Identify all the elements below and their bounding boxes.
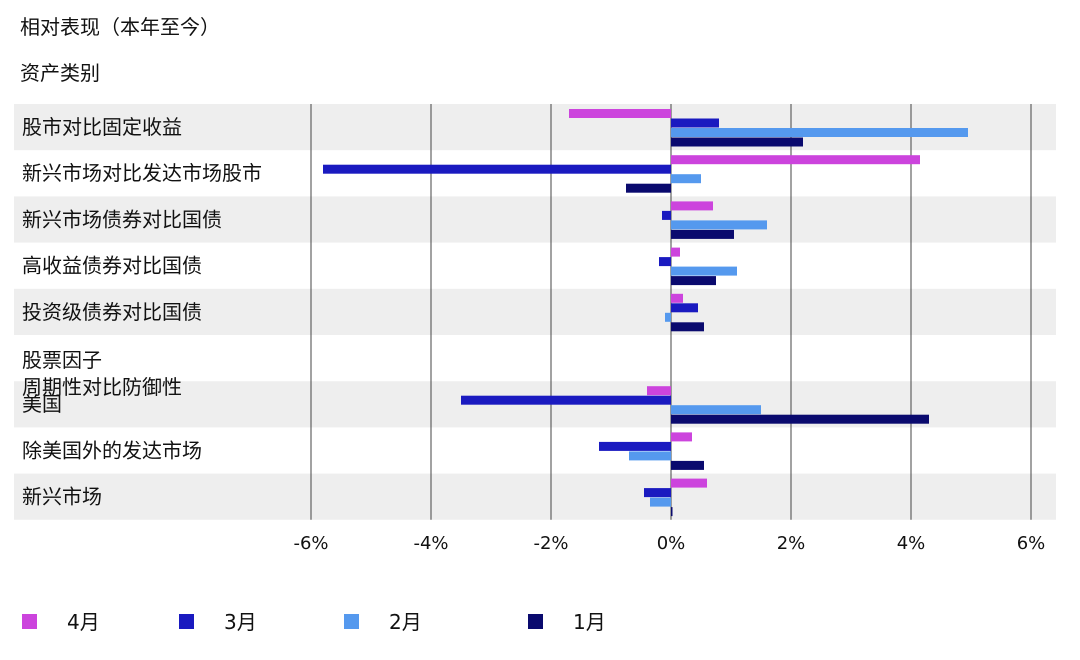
chart-title: 相对表现（本年至今） [20, 15, 220, 39]
bar [671, 247, 680, 257]
bar [662, 210, 671, 220]
x-tick-label: -4% [413, 533, 448, 554]
category-label: 高收益债券对比国债 [22, 254, 202, 278]
category-label: 新兴市场对比发达市场股市 [22, 161, 262, 185]
category-label: 股票因子周期性对比防御性 [22, 348, 182, 399]
bar [671, 293, 683, 303]
bar [671, 266, 737, 276]
category-label: 股市对比固定收益 [22, 115, 182, 139]
bar [671, 118, 719, 128]
bar [671, 220, 767, 230]
bar [671, 432, 692, 442]
x-tick-label: 6% [1017, 533, 1046, 554]
row-band [14, 104, 1056, 151]
bar [650, 497, 671, 507]
x-tick-label: -2% [533, 533, 568, 554]
bar [671, 229, 734, 239]
category-label: 除美国外的发达市场 [22, 438, 202, 462]
legend-swatch [344, 614, 359, 629]
bar [323, 164, 671, 174]
bar [671, 460, 704, 470]
row-band [14, 473, 1056, 520]
legend-swatch [22, 614, 37, 629]
x-tick-label: 4% [897, 533, 926, 554]
legend-swatch [528, 614, 543, 629]
bar [629, 451, 671, 461]
bar [671, 303, 698, 313]
row-band [14, 196, 1056, 243]
category-label: 新兴市场债券对比国债 [22, 207, 222, 231]
bar [665, 312, 671, 322]
bar [671, 322, 704, 332]
legend-label: 2月 [389, 610, 422, 634]
x-tick-label: 0% [657, 533, 686, 554]
bar [461, 395, 671, 405]
bar [599, 441, 671, 451]
bar [671, 276, 716, 286]
bar [671, 478, 707, 488]
bar [671, 137, 803, 147]
category-label: 美国 [22, 392, 62, 416]
bar [626, 183, 671, 193]
bar [671, 155, 920, 165]
legend-label: 1月 [573, 610, 606, 634]
legend-swatch [179, 614, 194, 629]
bar [569, 109, 671, 118]
bar [671, 174, 701, 184]
category-header: 资产类别 [20, 61, 100, 85]
category-label: 新兴市场 [22, 485, 102, 509]
x-tick-label: 2% [777, 533, 806, 554]
bar [659, 257, 671, 267]
bar [671, 201, 713, 211]
bar [644, 488, 671, 498]
bar [671, 405, 761, 415]
bar [647, 386, 671, 396]
legend-label: 4月 [67, 610, 100, 634]
bar [671, 128, 968, 137]
x-tick-label: -6% [293, 533, 328, 554]
row-band [14, 288, 1056, 335]
bar [671, 414, 929, 424]
category-label: 投资级债券对比国债 [22, 300, 202, 324]
legend-label: 3月 [224, 610, 257, 634]
bar [671, 507, 673, 517]
